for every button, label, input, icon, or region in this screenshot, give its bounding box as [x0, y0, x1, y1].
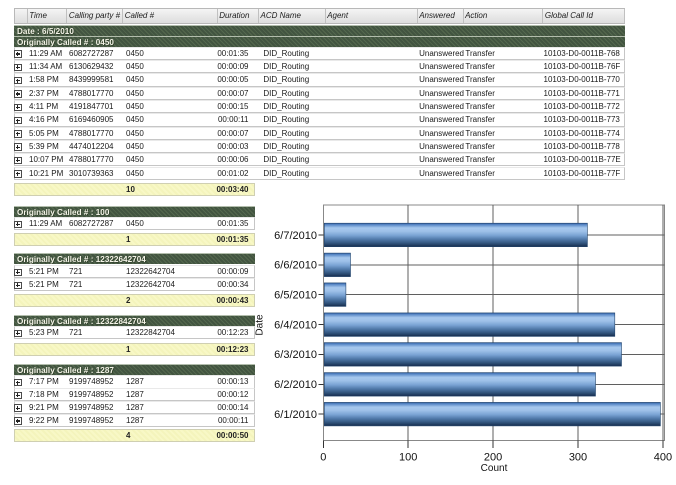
svg-text:400: 400: [654, 452, 672, 464]
svg-text:6/3/2010: 6/3/2010: [274, 349, 317, 361]
svg-text:200: 200: [484, 452, 502, 464]
svg-text:6/4/2010: 6/4/2010: [274, 319, 317, 331]
svg-text:300: 300: [569, 452, 587, 464]
svg-text:6/6/2010: 6/6/2010: [274, 260, 317, 272]
svg-text:Count: Count: [481, 463, 508, 474]
svg-text:6/2/2010: 6/2/2010: [274, 379, 317, 391]
svg-text:Date: Date: [255, 314, 266, 336]
svg-text:6/1/2010: 6/1/2010: [274, 409, 317, 421]
svg-text:6/5/2010: 6/5/2010: [274, 290, 317, 302]
svg-text:0: 0: [320, 452, 326, 464]
svg-text:100: 100: [399, 452, 417, 464]
svg-text:6/7/2010: 6/7/2010: [274, 230, 317, 242]
